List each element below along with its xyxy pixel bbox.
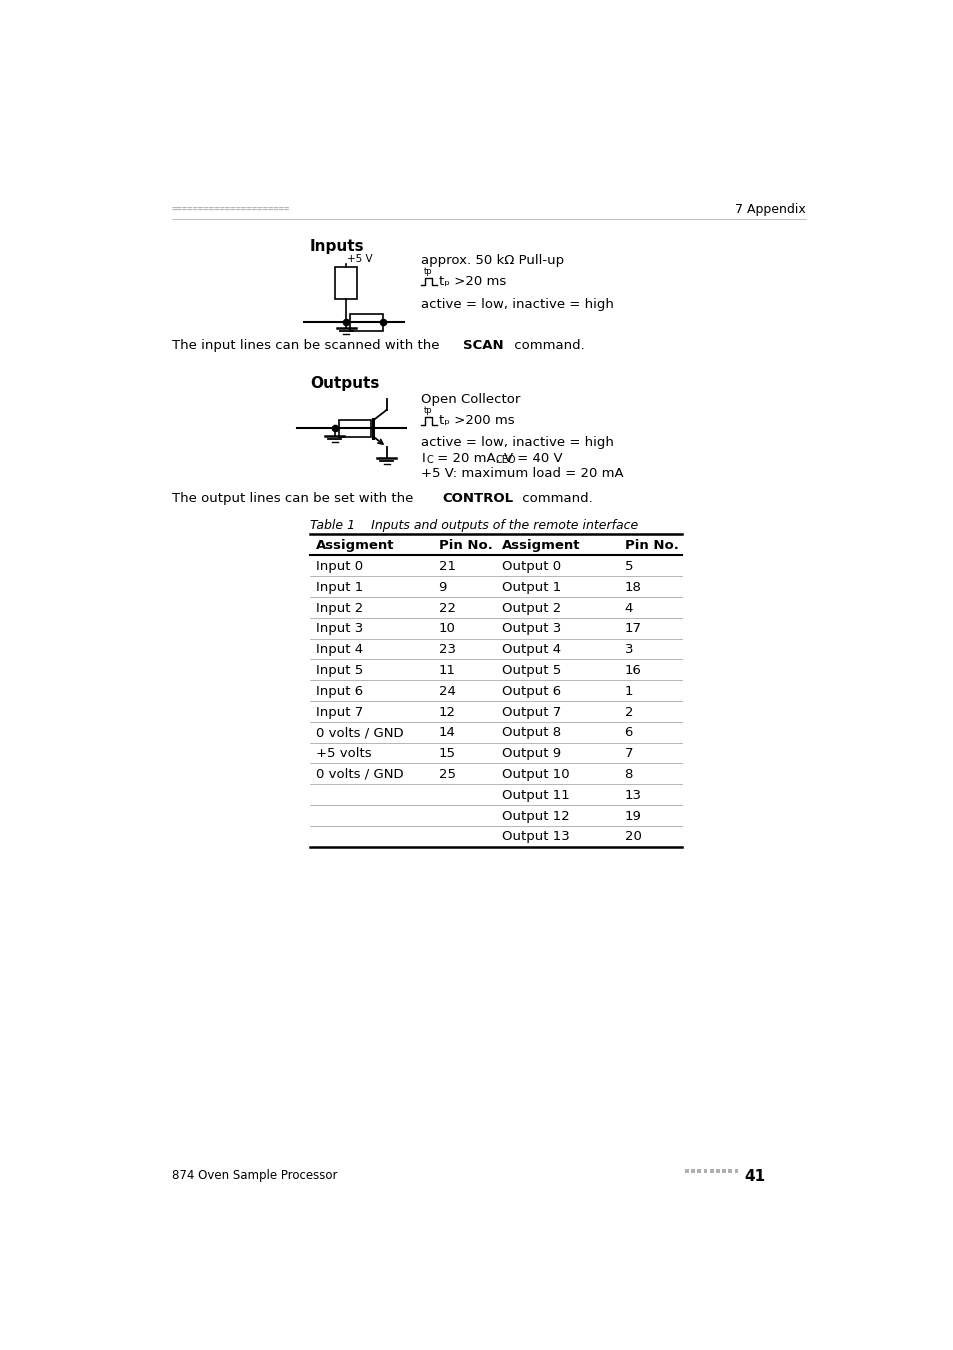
Text: active = low, inactive = high: active = low, inactive = high bbox=[421, 297, 614, 310]
Text: Input 0: Input 0 bbox=[315, 560, 363, 574]
Bar bbox=[684, 1169, 688, 1173]
Text: Input 3: Input 3 bbox=[315, 622, 363, 636]
Text: 24: 24 bbox=[438, 684, 455, 698]
Text: = 40 V: = 40 V bbox=[513, 451, 562, 464]
Text: +5 volts: +5 volts bbox=[315, 747, 372, 760]
Text: Inputs: Inputs bbox=[310, 239, 364, 254]
Text: 1: 1 bbox=[624, 684, 633, 698]
Text: 22: 22 bbox=[438, 602, 456, 614]
Bar bbox=[338, 420, 371, 437]
Text: Pin No.: Pin No. bbox=[624, 539, 678, 552]
Bar bbox=[350, 313, 382, 331]
Bar bbox=[728, 1169, 732, 1173]
Text: Outputs: Outputs bbox=[310, 377, 379, 392]
Text: tₚ >200 ms: tₚ >200 ms bbox=[438, 414, 514, 427]
Text: 0 volts / GND: 0 volts / GND bbox=[315, 726, 403, 740]
Text: 2: 2 bbox=[624, 706, 633, 718]
Text: 0 volts / GND: 0 volts / GND bbox=[315, 768, 403, 782]
Text: Input 4: Input 4 bbox=[315, 643, 363, 656]
Bar bbox=[697, 1169, 700, 1173]
Text: tp: tp bbox=[423, 267, 432, 275]
Text: Output 13: Output 13 bbox=[501, 830, 569, 844]
Text: 7 Appendix: 7 Appendix bbox=[735, 204, 805, 216]
Text: 874 Oven Sample Processor: 874 Oven Sample Processor bbox=[172, 1169, 337, 1183]
Bar bbox=[734, 1169, 738, 1173]
Text: C: C bbox=[427, 455, 434, 464]
Text: CONTROL: CONTROL bbox=[442, 491, 514, 505]
Text: Output 1: Output 1 bbox=[501, 580, 560, 594]
Text: 13: 13 bbox=[624, 788, 640, 802]
Text: CEO: CEO bbox=[495, 455, 515, 464]
Text: I: I bbox=[421, 451, 425, 464]
Text: Input 6: Input 6 bbox=[315, 684, 363, 698]
Text: 41: 41 bbox=[743, 1169, 764, 1184]
Text: 21: 21 bbox=[438, 560, 456, 574]
Text: Input 7: Input 7 bbox=[315, 706, 363, 718]
Text: The input lines can be scanned with the: The input lines can be scanned with the bbox=[172, 339, 443, 352]
Text: Output 6: Output 6 bbox=[501, 684, 560, 698]
Text: 3: 3 bbox=[624, 643, 633, 656]
Text: command.: command. bbox=[517, 491, 592, 505]
Text: Open Collector: Open Collector bbox=[421, 393, 520, 406]
Bar bbox=[335, 267, 356, 300]
Text: 17: 17 bbox=[624, 622, 640, 636]
Text: Table 1    Inputs and outputs of the remote interface: Table 1 Inputs and outputs of the remote… bbox=[310, 518, 638, 532]
Text: tₚ >20 ms: tₚ >20 ms bbox=[438, 275, 505, 288]
Text: 25: 25 bbox=[438, 768, 456, 782]
Text: The output lines can be set with the: The output lines can be set with the bbox=[172, 491, 417, 505]
Text: Output 12: Output 12 bbox=[501, 810, 569, 822]
Bar bbox=[703, 1169, 707, 1173]
Text: 10: 10 bbox=[438, 622, 455, 636]
Text: Output 5: Output 5 bbox=[501, 664, 560, 678]
Text: approx. 50 kΩ Pull-up: approx. 50 kΩ Pull-up bbox=[421, 254, 564, 267]
Text: Output 11: Output 11 bbox=[501, 788, 569, 802]
Text: 15: 15 bbox=[438, 747, 456, 760]
Text: active = low, inactive = high: active = low, inactive = high bbox=[421, 436, 614, 450]
Text: 9: 9 bbox=[438, 580, 446, 594]
Text: +5 V: +5 V bbox=[347, 254, 373, 265]
Text: ======================: ====================== bbox=[172, 205, 290, 215]
Text: Pin No.: Pin No. bbox=[438, 539, 492, 552]
Bar bbox=[691, 1169, 695, 1173]
Text: Input 5: Input 5 bbox=[315, 664, 363, 678]
Text: tp: tp bbox=[423, 406, 432, 416]
Text: 16: 16 bbox=[624, 664, 640, 678]
Text: 14: 14 bbox=[438, 726, 455, 740]
Text: Output 7: Output 7 bbox=[501, 706, 560, 718]
Text: 8: 8 bbox=[624, 768, 632, 782]
Text: 20: 20 bbox=[624, 830, 640, 844]
Text: 6: 6 bbox=[624, 726, 632, 740]
Text: Assigment: Assigment bbox=[315, 539, 395, 552]
Text: Output 10: Output 10 bbox=[501, 768, 569, 782]
Text: 11: 11 bbox=[438, 664, 456, 678]
Text: Output 8: Output 8 bbox=[501, 726, 560, 740]
Text: 7: 7 bbox=[624, 747, 633, 760]
Text: 5: 5 bbox=[624, 560, 633, 574]
Text: Input 2: Input 2 bbox=[315, 602, 363, 614]
Text: command.: command. bbox=[509, 339, 584, 352]
Text: 4: 4 bbox=[624, 602, 632, 614]
Text: Output 3: Output 3 bbox=[501, 622, 560, 636]
Text: Input 1: Input 1 bbox=[315, 580, 363, 594]
Text: = 20 mA, V: = 20 mA, V bbox=[433, 451, 513, 464]
Text: SCAN: SCAN bbox=[462, 339, 503, 352]
Bar bbox=[709, 1169, 713, 1173]
Text: 19: 19 bbox=[624, 810, 640, 822]
Text: 18: 18 bbox=[624, 580, 640, 594]
Text: Output 4: Output 4 bbox=[501, 643, 560, 656]
Bar bbox=[716, 1169, 720, 1173]
Bar bbox=[721, 1169, 725, 1173]
Text: Output 9: Output 9 bbox=[501, 747, 560, 760]
Text: Assigment: Assigment bbox=[501, 539, 580, 552]
Text: +5 V: maximum load = 20 mA: +5 V: maximum load = 20 mA bbox=[421, 467, 623, 479]
Text: 12: 12 bbox=[438, 706, 456, 718]
Text: Output 2: Output 2 bbox=[501, 602, 560, 614]
Text: Output 0: Output 0 bbox=[501, 560, 560, 574]
Text: 23: 23 bbox=[438, 643, 456, 656]
